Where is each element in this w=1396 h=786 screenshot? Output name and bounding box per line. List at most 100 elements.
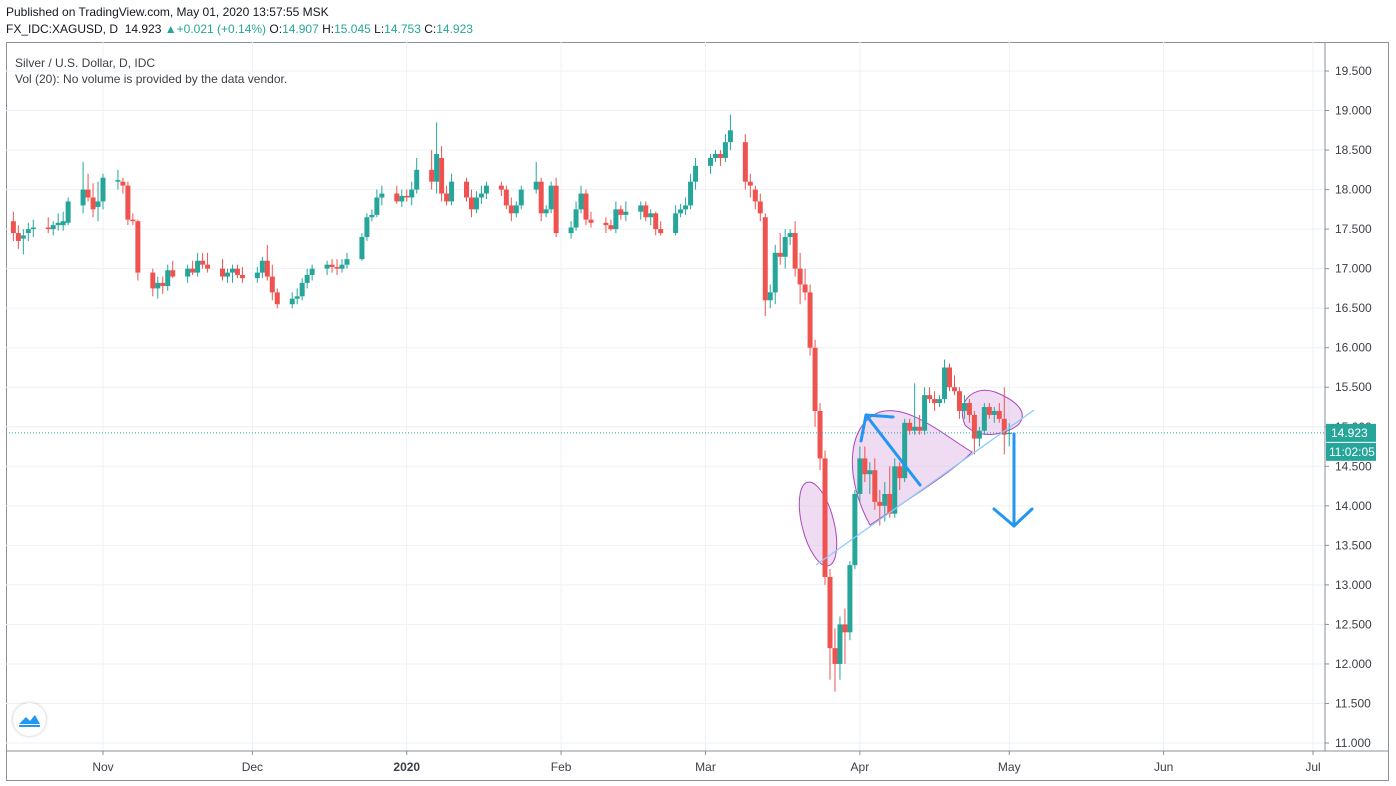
candle: [693, 157, 699, 190]
candle: [951, 375, 957, 396]
candle-body: [503, 189, 509, 206]
candle-body: [538, 181, 544, 214]
candle-body: [932, 399, 938, 404]
candle: [623, 201, 629, 222]
candle: [882, 482, 888, 522]
candle: [553, 177, 559, 238]
candle: [85, 173, 91, 202]
candle: [643, 201, 649, 222]
candle-body: [782, 237, 788, 257]
candle: [797, 252, 803, 305]
candle: [434, 122, 440, 194]
candle-body: [852, 493, 858, 566]
candle: [409, 181, 415, 206]
pattern-ellipse-left: [798, 481, 838, 567]
candle-body: [643, 205, 649, 218]
candle: [125, 181, 131, 226]
candle: [583, 189, 589, 226]
candle: [20, 229, 26, 255]
candle-body: [195, 260, 201, 273]
candle: [573, 201, 579, 231]
candle: [414, 157, 420, 194]
candle-body: [185, 268, 191, 277]
candle: [444, 185, 450, 206]
candle-body: [234, 268, 240, 275]
candle-body: [942, 367, 948, 400]
candle: [887, 466, 893, 518]
candle-body: [608, 225, 614, 230]
candle: [205, 252, 211, 273]
candle: [767, 284, 773, 309]
candle-body: [922, 395, 928, 431]
candle-body: [792, 233, 798, 269]
candle-body: [678, 209, 684, 214]
tradingview-logo-icon[interactable]: [13, 703, 46, 736]
candle: [45, 217, 51, 234]
candle-body: [409, 189, 415, 198]
candle-body: [892, 466, 898, 514]
candle: [638, 201, 644, 220]
candle: [55, 213, 61, 231]
candle: [727, 114, 733, 151]
candle-body: [20, 235, 26, 239]
candle: [568, 221, 574, 239]
candle-body: [120, 181, 126, 186]
candle: [324, 260, 330, 275]
candle: [613, 201, 619, 234]
high-value: 15.045: [334, 22, 371, 36]
series-title: Silver / U.S. Dollar, D, IDC: [15, 56, 156, 70]
candle-body: [588, 219, 594, 223]
candle-body: [359, 237, 365, 260]
candle: [513, 201, 519, 218]
trend-drawings: [815, 409, 1035, 566]
candle: [309, 264, 315, 281]
candle: [603, 217, 609, 234]
candle: [907, 418, 913, 435]
candle-body: [274, 292, 280, 305]
candle: [394, 185, 400, 204]
candle: [130, 213, 136, 226]
candle: [842, 608, 848, 664]
candle-body: [55, 222, 61, 226]
candle: [220, 259, 226, 281]
candle-body: [1001, 418, 1007, 435]
candle: [269, 264, 275, 301]
candle: [503, 185, 509, 210]
candle: [752, 185, 758, 210]
candle-body: [947, 367, 953, 388]
candle: [359, 233, 365, 261]
time-tick-label: Nov: [92, 760, 113, 774]
candle: [165, 264, 171, 291]
candle: [827, 569, 833, 680]
price-tick-label: 18.500: [1335, 143, 1372, 157]
candle: [852, 490, 858, 570]
candle: [722, 134, 728, 162]
candle-body: [961, 403, 967, 411]
candle-body: [673, 213, 679, 234]
candle: [334, 259, 340, 275]
candle-body: [200, 260, 206, 265]
candle-body: [797, 268, 803, 285]
candle: [374, 189, 380, 218]
candle-body: [344, 259, 350, 265]
volume-note: Vol (20): No volume is provided by the d…: [15, 72, 288, 86]
candle-body: [937, 399, 943, 404]
candle-body: [304, 274, 310, 283]
low-value: 14.753: [384, 22, 421, 36]
price-tick-label: 14.500: [1335, 459, 1372, 473]
candle: [439, 146, 445, 202]
candle-body: [294, 296, 300, 299]
candle-body: [65, 201, 71, 223]
published-note: Published on TradingView.com, May 01, 20…: [6, 5, 329, 19]
time-tick-label: Jun: [1154, 760, 1173, 774]
price-tick-label: 12.000: [1335, 657, 1372, 671]
candle-body: [229, 268, 235, 273]
candle-body: [618, 209, 624, 215]
last-price-label: 14.923: [124, 22, 162, 36]
candle-body: [463, 181, 469, 198]
candle-body: [449, 181, 455, 202]
candle-body: [399, 195, 405, 202]
candle: [747, 173, 753, 198]
candle: [892, 458, 898, 518]
